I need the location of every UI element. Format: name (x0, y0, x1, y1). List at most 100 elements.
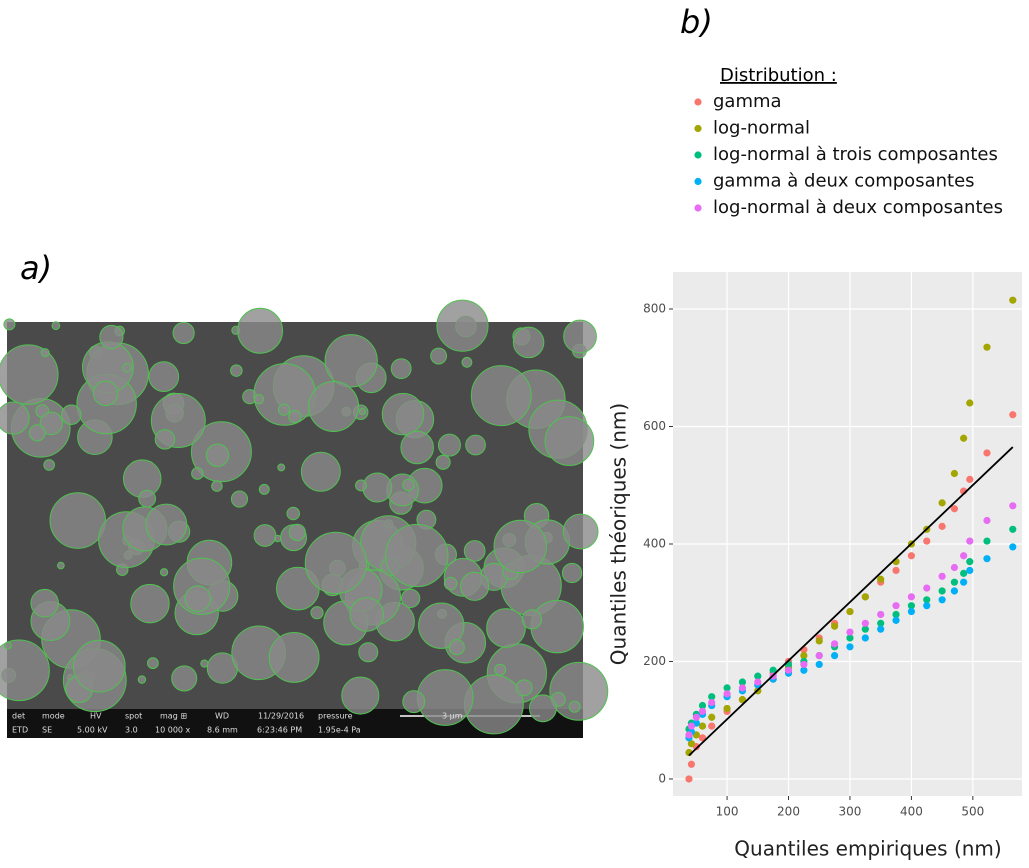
data-point (892, 610, 900, 619)
data-point (907, 552, 916, 560)
particle (40, 348, 50, 358)
data-point (723, 704, 731, 713)
particle (465, 434, 486, 456)
legend-marker (694, 124, 702, 133)
particle (443, 576, 458, 591)
x-tick-label: 500 (961, 805, 984, 819)
particle (418, 602, 465, 649)
data-point (830, 640, 839, 648)
info-text: 11/29/2016 (258, 712, 304, 721)
particle (51, 321, 61, 331)
particle (437, 433, 461, 457)
data-point (983, 449, 991, 457)
data-point (966, 399, 974, 407)
data-point (892, 566, 900, 575)
particle (324, 334, 378, 388)
plot-panel (673, 272, 1022, 796)
info-text: 1.95e-4 Pa (318, 726, 361, 735)
particle (200, 659, 209, 668)
particle (146, 657, 159, 670)
particle (463, 674, 524, 735)
legend-label: log-normal à trois composantes (713, 144, 998, 165)
particle (521, 609, 542, 630)
data-point (966, 566, 974, 575)
particle (172, 321, 195, 345)
data-point (846, 643, 854, 651)
data-point (692, 713, 700, 721)
particle (138, 489, 157, 508)
legend-marker (694, 177, 702, 186)
particle (72, 639, 126, 693)
data-point (846, 628, 854, 636)
data-point (950, 578, 959, 586)
data-point (698, 707, 707, 716)
particle (402, 690, 426, 714)
data-point (830, 652, 839, 660)
particle (130, 583, 170, 624)
data-point (1009, 411, 1017, 419)
data-point (877, 625, 885, 633)
particle (0, 639, 50, 702)
particle (400, 430, 434, 465)
particle (253, 363, 316, 426)
particle (355, 479, 367, 492)
data-point (687, 722, 696, 730)
particle (171, 665, 198, 692)
particle (358, 642, 379, 663)
data-point (784, 666, 793, 674)
data-point (907, 602, 916, 610)
info-text: spot (125, 712, 142, 721)
data-point (907, 593, 916, 601)
info-text: det (12, 712, 25, 721)
particle (400, 588, 421, 609)
data-point (877, 610, 885, 619)
particle (463, 540, 486, 562)
data-point (861, 634, 869, 642)
particle (237, 307, 284, 354)
particle (137, 675, 147, 684)
particle (358, 408, 366, 416)
legend-label: gamma (713, 91, 782, 112)
data-point (950, 469, 959, 478)
particle (512, 326, 545, 359)
panel-label: b) (680, 3, 713, 41)
particle (494, 663, 507, 676)
particle (122, 362, 133, 373)
data-point (966, 475, 974, 483)
data-point (800, 666, 808, 674)
info-text: WD (215, 712, 229, 721)
data-point (687, 740, 696, 748)
particle (61, 404, 82, 425)
data-point (950, 563, 959, 572)
particle (515, 679, 533, 697)
data-point (938, 522, 946, 530)
particle (43, 459, 55, 471)
data-point (960, 434, 968, 442)
info-text: 6:23:46 PM (257, 726, 302, 735)
data-point (983, 343, 991, 351)
data-point (830, 622, 839, 630)
data-point (698, 701, 707, 710)
legend-marker (694, 151, 702, 159)
particle (390, 358, 412, 380)
particle (381, 392, 425, 436)
particle (568, 700, 581, 713)
data-point (708, 698, 716, 707)
particle (49, 492, 107, 549)
info-text: SE (42, 726, 52, 735)
info-text: HV (90, 712, 102, 721)
data-point (938, 572, 946, 580)
data-point (923, 602, 931, 610)
particle (349, 597, 384, 632)
legend-marker (694, 98, 702, 106)
data-point (698, 722, 707, 730)
data-point (1009, 525, 1017, 533)
data-point (738, 684, 747, 692)
x-axis-label: Quantiles empiriques (nm) (734, 837, 1001, 861)
data-point (960, 552, 968, 560)
particle (0, 344, 59, 405)
particle (308, 381, 360, 432)
data-point (983, 516, 991, 525)
particle (493, 519, 547, 574)
